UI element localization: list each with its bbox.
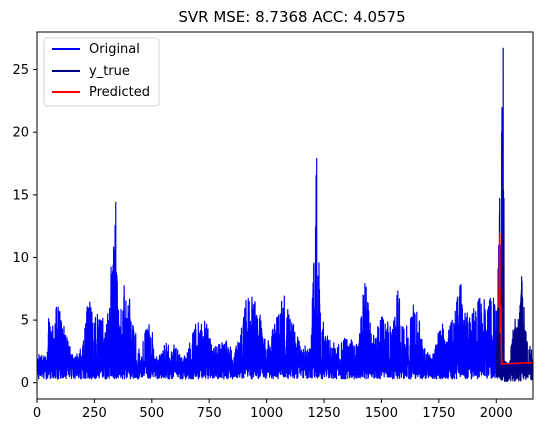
series-line-predicted — [498, 232, 533, 365]
x-tick-label: 1000 — [250, 406, 283, 421]
y-tick-label: 15 — [12, 188, 29, 203]
x-tick-label: 250 — [82, 406, 107, 421]
legend: Original y_true Predicted — [43, 37, 160, 107]
y-tick-label: 0 — [21, 376, 29, 391]
x-axis-ticks: 0 250 500 750 1000 1250 1500 1750 2000 — [33, 399, 513, 421]
x-tick-label: 1250 — [307, 406, 340, 421]
y-tick-label: 20 — [12, 126, 29, 141]
x-tick-label: 750 — [197, 406, 222, 421]
y-tick-label: 10 — [12, 251, 29, 266]
legend-label-original: Original — [89, 42, 140, 57]
y-tick-label: 5 — [21, 314, 29, 329]
legend-box — [43, 37, 160, 107]
x-tick-label: 2000 — [480, 406, 513, 421]
legend-label-predicted: Predicted — [89, 85, 150, 100]
y-tick-label: 25 — [12, 63, 29, 78]
legend-label-y-true: y_true — [89, 64, 130, 79]
y-axis-ticks: 0 5 10 15 20 25 — [12, 63, 37, 391]
plot-frame — [36, 31, 534, 400]
series-layer — [37, 47, 533, 383]
x-tick-label: 0 — [33, 406, 41, 421]
series-line-y-true — [495, 47, 533, 383]
chart-title: SVR MSE: 8.7368 ACC: 4.0575 — [178, 8, 405, 26]
series-line-original — [37, 106, 504, 380]
x-tick-label: 500 — [139, 406, 164, 421]
x-tick-label: 1750 — [422, 406, 455, 421]
x-tick-label: 1500 — [365, 406, 398, 421]
